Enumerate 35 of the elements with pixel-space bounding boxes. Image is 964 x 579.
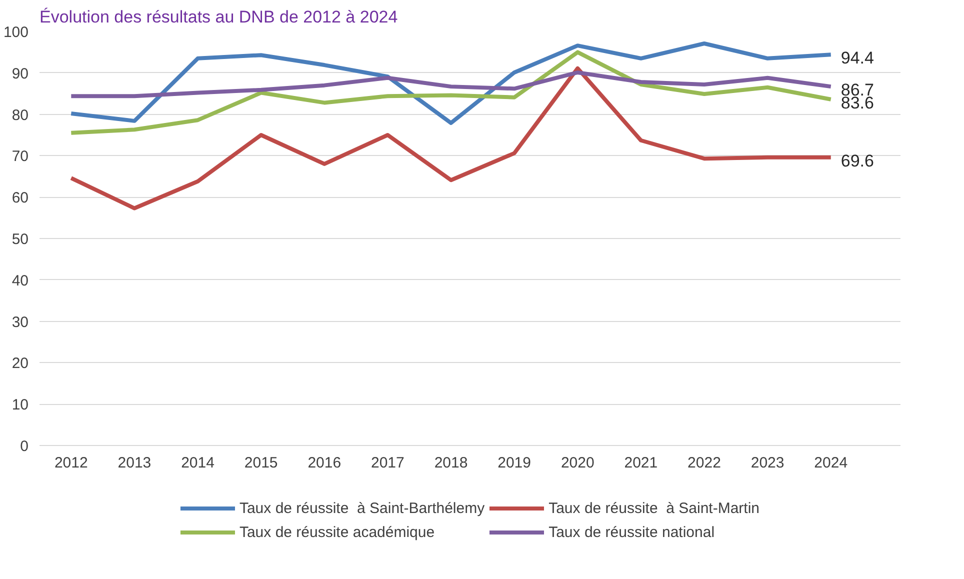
- y-tick-label: 100: [3, 24, 29, 41]
- y-tick-label: 20: [12, 355, 29, 372]
- x-tick-label: 2020: [560, 454, 594, 472]
- x-tick-label: 2017: [371, 454, 404, 472]
- legend-label: Taux de réussite académique: [239, 524, 435, 540]
- chart-title: Évolution des résultats au DNB de 2012 à 2024: [40, 8, 398, 26]
- y-tick-label: 0: [20, 438, 28, 455]
- data-label: 94.4: [840, 48, 874, 68]
- y-tick-label: 10: [12, 396, 29, 414]
- y-tick-label: 50: [12, 231, 29, 248]
- x-tick-label: 2016: [308, 454, 342, 472]
- x-tick-label: 2015: [244, 454, 278, 472]
- x-tick-label: 2019: [498, 454, 532, 472]
- x-tick-label: 2018: [434, 454, 468, 472]
- line-series: [69, 42, 833, 125]
- x-tick-label: 2012: [54, 454, 88, 472]
- y-tick-label: 90: [12, 65, 29, 82]
- y-tick-label: 80: [12, 106, 29, 124]
- y-tick-label: 40: [12, 272, 29, 290]
- line-series: [69, 66, 833, 210]
- x-tick-label: 2022: [688, 454, 721, 472]
- x-tick-label: 2013: [118, 454, 152, 472]
- legend-label: Taux de réussite national: [548, 524, 715, 540]
- line-series: [69, 70, 833, 98]
- x-tick-label: 2023: [750, 454, 784, 472]
- line-series: [69, 50, 833, 135]
- x-tick-label: 2014: [181, 454, 214, 472]
- y-tick-label: 70: [12, 148, 29, 166]
- legend-label: Taux de réussite à Saint-Barthélemy: [239, 500, 485, 516]
- data-label: 69.6: [840, 151, 874, 170]
- legend-label: Taux de réussite à Saint-Martin: [548, 500, 760, 516]
- x-tick-label: 2021: [624, 454, 658, 472]
- y-tick-label: 30: [12, 314, 29, 331]
- y-tick-label: 60: [12, 190, 29, 207]
- x-tick-label: 2024: [814, 454, 848, 472]
